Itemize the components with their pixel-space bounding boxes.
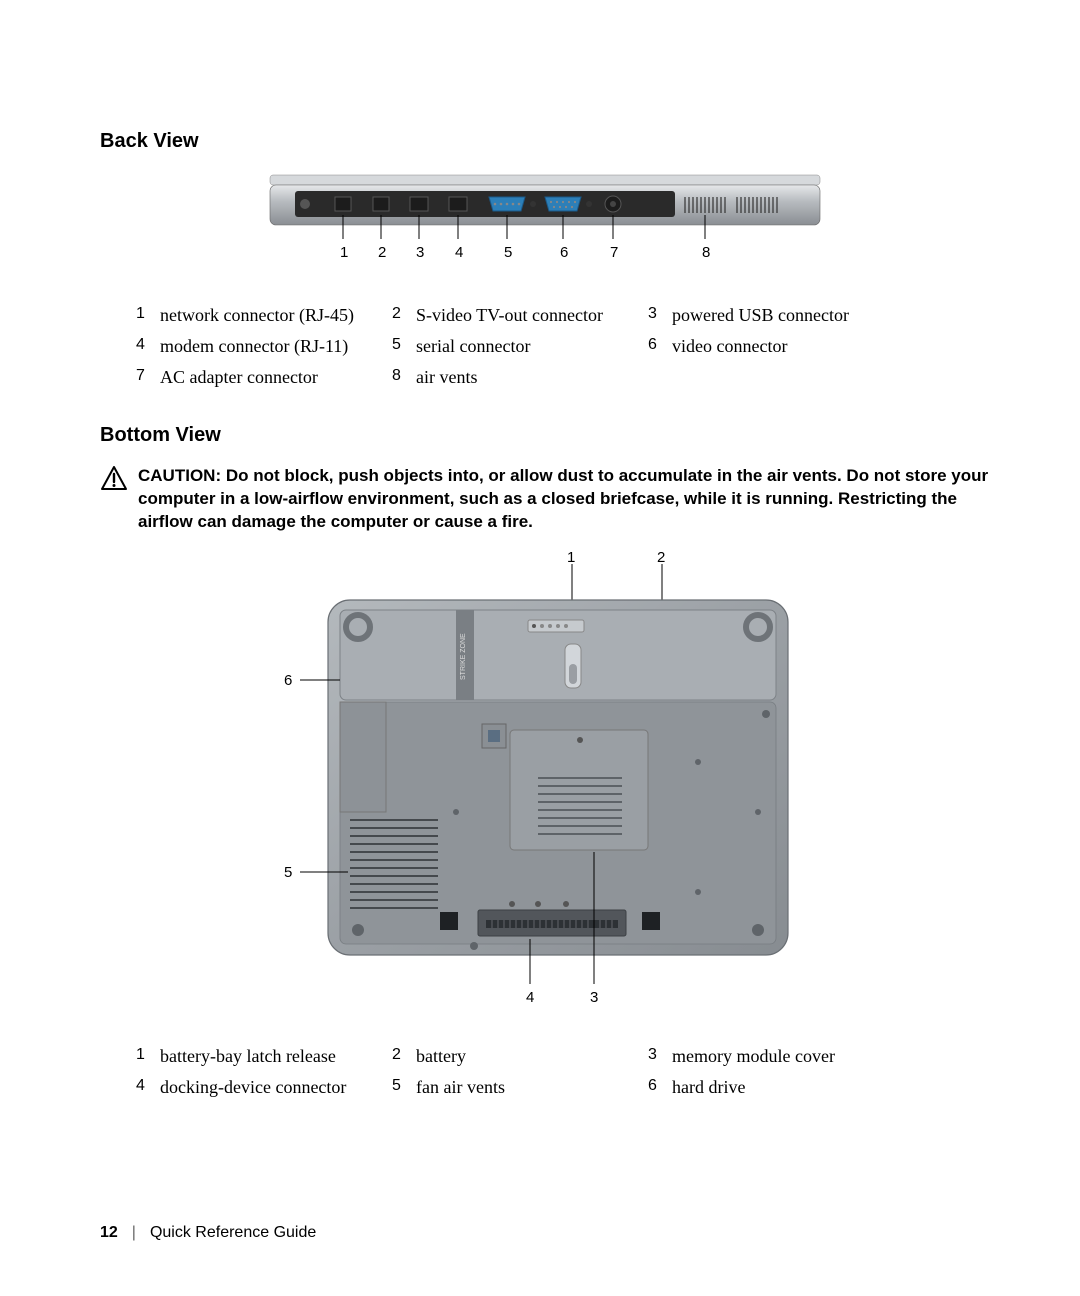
- back-callout-1: 1: [340, 244, 348, 261]
- legend-num: 1: [130, 301, 152, 330]
- legend-num: 5: [386, 1073, 408, 1102]
- legend-num: 6: [642, 332, 664, 361]
- back-view-diagram: 1 2 3 4 5 6 7 8: [100, 171, 990, 271]
- guide-title: Quick Reference Guide: [150, 1224, 316, 1242]
- legend-label: modem connector (RJ-11): [154, 332, 384, 361]
- legend-num: 4: [130, 332, 152, 361]
- bottom-view-diagram: 1 2 STRIKE ZONE: [100, 552, 990, 1012]
- caution-block: CAUTION: Do not block, push objects into…: [100, 465, 990, 534]
- legend-label: battery: [410, 1042, 640, 1071]
- legend-num: 5: [386, 332, 408, 361]
- back-callout-7: 7: [610, 244, 618, 261]
- legend-label: network connector (RJ-45): [154, 301, 384, 330]
- bottom-callout-5: 5: [284, 864, 292, 881]
- legend-num: 2: [386, 301, 408, 330]
- caution-label: CAUTION:: [138, 466, 221, 485]
- page-number: 12: [100, 1224, 118, 1242]
- legend-label: serial connector: [410, 332, 640, 361]
- legend-num: 4: [130, 1073, 152, 1102]
- legend-label: memory module cover: [666, 1042, 896, 1071]
- legend-label: air vents: [410, 363, 640, 392]
- caution-body: Do not block, push objects into, or allo…: [138, 466, 988, 531]
- strike-zone-label: STRIKE ZONE: [460, 633, 467, 680]
- legend-num: 7: [130, 363, 152, 392]
- back-callout-8: 8: [702, 244, 710, 261]
- legend-num: 8: [386, 363, 408, 392]
- back-view-legend: 1 network connector (RJ-45) 2 S-video TV…: [128, 299, 898, 394]
- bottom-callout-3: 3: [590, 989, 598, 1006]
- back-callout-6: 6: [560, 244, 568, 261]
- legend-num: 6: [642, 1073, 664, 1102]
- legend-label: AC adapter connector: [154, 363, 384, 392]
- legend-num: 2: [386, 1042, 408, 1071]
- back-callout-3: 3: [416, 244, 424, 261]
- bottom-callout-6: 6: [284, 672, 292, 689]
- legend-label: video connector: [666, 332, 896, 361]
- back-callout-4: 4: [455, 244, 463, 261]
- bottom-view-heading: Bottom View: [100, 424, 990, 447]
- legend-num: 1: [130, 1042, 152, 1071]
- bottom-callout-2: 2: [657, 552, 665, 566]
- legend-label: hard drive: [666, 1073, 896, 1102]
- bottom-view-legend: 1 battery-bay latch release 2 battery 3 …: [128, 1040, 898, 1104]
- back-callout-2: 2: [378, 244, 386, 261]
- legend-label: battery-bay latch release: [154, 1042, 384, 1071]
- bottom-callout-1: 1: [567, 552, 575, 566]
- back-callout-5: 5: [504, 244, 512, 261]
- page-footer: 12 | Quick Reference Guide: [100, 1224, 316, 1242]
- legend-label: powered USB connector: [666, 301, 896, 330]
- footer-separator: |: [132, 1224, 136, 1242]
- legend-label: docking-device connector: [154, 1073, 384, 1102]
- legend-label: S-video TV-out connector: [410, 301, 640, 330]
- legend-num: 3: [642, 301, 664, 330]
- legend-label: fan air vents: [410, 1073, 640, 1102]
- caution-icon: [100, 465, 128, 491]
- back-view-heading: Back View: [100, 130, 990, 153]
- legend-num: 3: [642, 1042, 664, 1071]
- bottom-callout-4: 4: [526, 989, 534, 1006]
